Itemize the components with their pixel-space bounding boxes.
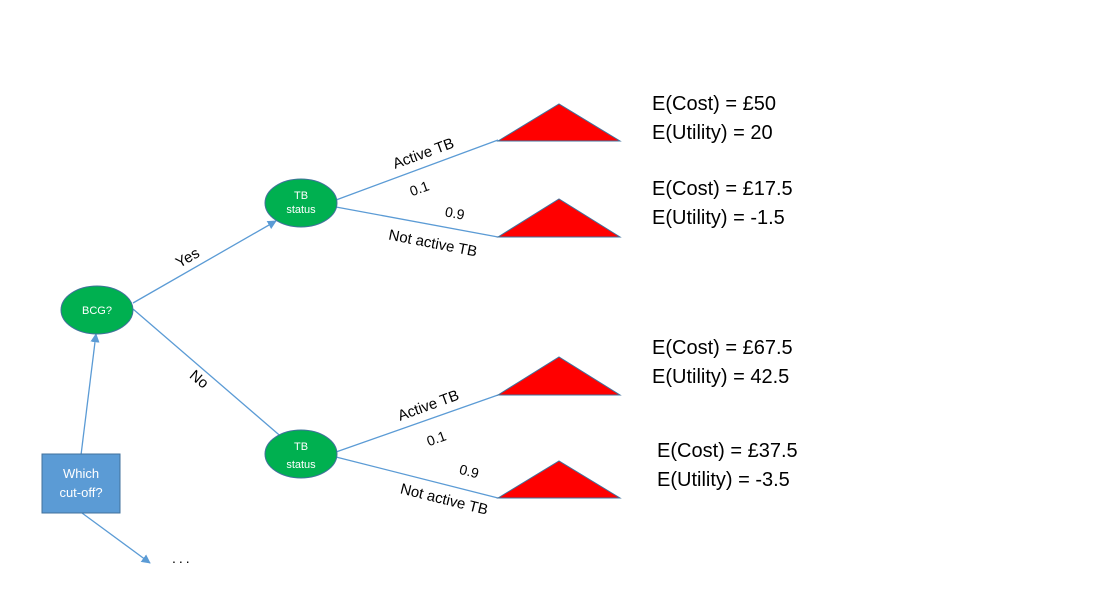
tb-status-node-2-line1: TB [294,441,308,453]
edge-label-not-active-tb-2: Not active TB [398,481,489,519]
edge-tb1-active [335,139,499,201]
edge-box-to-continuation [81,512,151,564]
edge-probability-4: 0.9 [458,461,481,481]
tb-status-node-1[interactable] [264,178,338,228]
decision-box-label-line2: cut-off? [59,485,102,500]
outcome-1-cost: E(Cost) = £50 [652,93,776,115]
edge-tb1-not-active [335,206,499,238]
bcg-node[interactable] [60,285,134,335]
outcome-4-cost: E(Cost) = £37.5 [657,440,798,462]
edge-bcg-no [132,308,293,447]
tb-status-node-2[interactable] [264,429,338,479]
branch-label-no: No [186,367,212,392]
terminal-triangle-1 [496,103,622,142]
tb-status-node-1-line1: TB [294,190,308,202]
tb-status-node-2-line2: status [286,459,316,471]
branch-label-yes: Yes [173,245,203,272]
decision-box[interactable] [41,453,121,514]
edge-probability-2: 0.9 [444,204,466,223]
edge-tb2-not-active [335,456,499,499]
tb-status-node-1-line2: status [286,204,316,216]
continuation-ellipsis: ... [172,550,193,566]
terminal-triangle-4 [496,460,622,499]
outcome-2-utility: E(Utility) = -1.5 [652,207,785,229]
terminal-triangle-2 [496,198,622,238]
outcome-4-utility: E(Utility) = -3.5 [657,469,790,491]
edge-bcg-yes [132,220,277,304]
edge-probability-1: 0.1 [407,177,431,199]
edge-tb2-active [335,394,499,453]
outcome-1-utility: E(Utility) = 20 [652,122,773,144]
edge-label-not-active-tb-1: Not active TB [387,227,478,261]
terminal-triangle-3 [496,356,622,396]
outcome-3-cost: E(Cost) = £67.5 [652,337,793,359]
outcome-2-cost: E(Cost) = £17.5 [652,178,793,200]
decision-box-label-line1: Which [63,466,99,481]
outcome-3-utility: E(Utility) = 42.5 [652,366,789,388]
bcg-node-label: BCG? [82,305,112,317]
edge-probability-3: 0.1 [424,427,448,449]
edge-box-to-bcg [80,333,100,456]
